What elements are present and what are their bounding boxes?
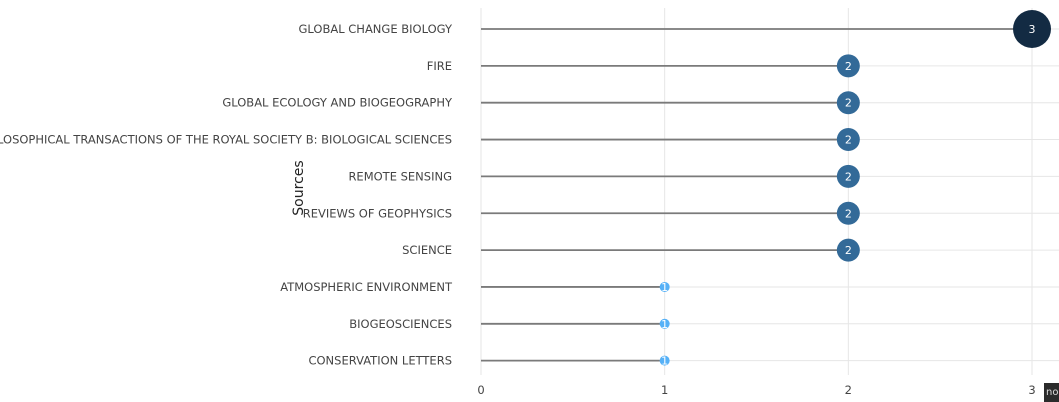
data-label: 2 [845,170,852,183]
category-label: REVIEWS OF GEOPHYSICS [303,206,452,220]
data-label: 2 [845,134,852,147]
corner-badge: no [1044,383,1059,402]
data-label: 1 [661,355,668,368]
lollipop-dot [1013,10,1051,48]
data-label: 2 [845,207,852,220]
lollipop-dot [836,91,860,115]
category-label: REMOTE SENSING [348,169,452,183]
y-axis-title: Sources [291,160,307,215]
category-label: CONSERVATION LETTERS [308,354,452,368]
data-label: 2 [845,97,852,110]
x-tick-label: 0 [477,383,484,397]
category-label: ATMOSPHERIC ENVIRONMENT [280,280,453,294]
lollipop-dot [836,54,860,78]
lollipop-dot [659,318,670,329]
lollipop-dot [659,281,670,292]
data-label: 3 [1029,23,1036,36]
lollipop-dot [836,164,860,188]
lollipop-dot [659,355,670,366]
data-label: 2 [845,244,852,257]
category-label: SCIENCE [402,243,452,257]
x-tick-label: 3 [1028,383,1035,397]
data-label: 1 [661,318,668,331]
category-label: GLOBAL CHANGE BIOLOGY [298,22,452,36]
grid-layer [480,8,1059,375]
dot-layer: 3 2 2 2 2 2 2 1 1 1 [659,10,1051,368]
data-label: 2 [845,60,852,73]
category-labels: GLOBAL CHANGE BIOLOGY FIRE GLOBAL ECOLOGY … [0,22,453,368]
lollipop-dot [836,201,860,225]
x-tick-labels: 0 1 2 3 [477,383,1035,397]
category-label: PHILOSOPHICAL TRANSACTIONS OF THE ROYAL … [0,133,452,147]
lollipop-dot [836,128,860,152]
category-label: FIRE [427,59,452,73]
data-label: 1 [661,281,668,294]
stem-layer [481,28,1032,362]
lollipop-dot [836,238,860,262]
x-tick-label: 1 [661,383,668,397]
category-label: BIOGEOSCIENCES [349,317,452,331]
category-label: GLOBAL ECOLOGY AND BIOGEOGRAPHY [222,96,453,110]
x-tick-label: 2 [845,383,852,397]
